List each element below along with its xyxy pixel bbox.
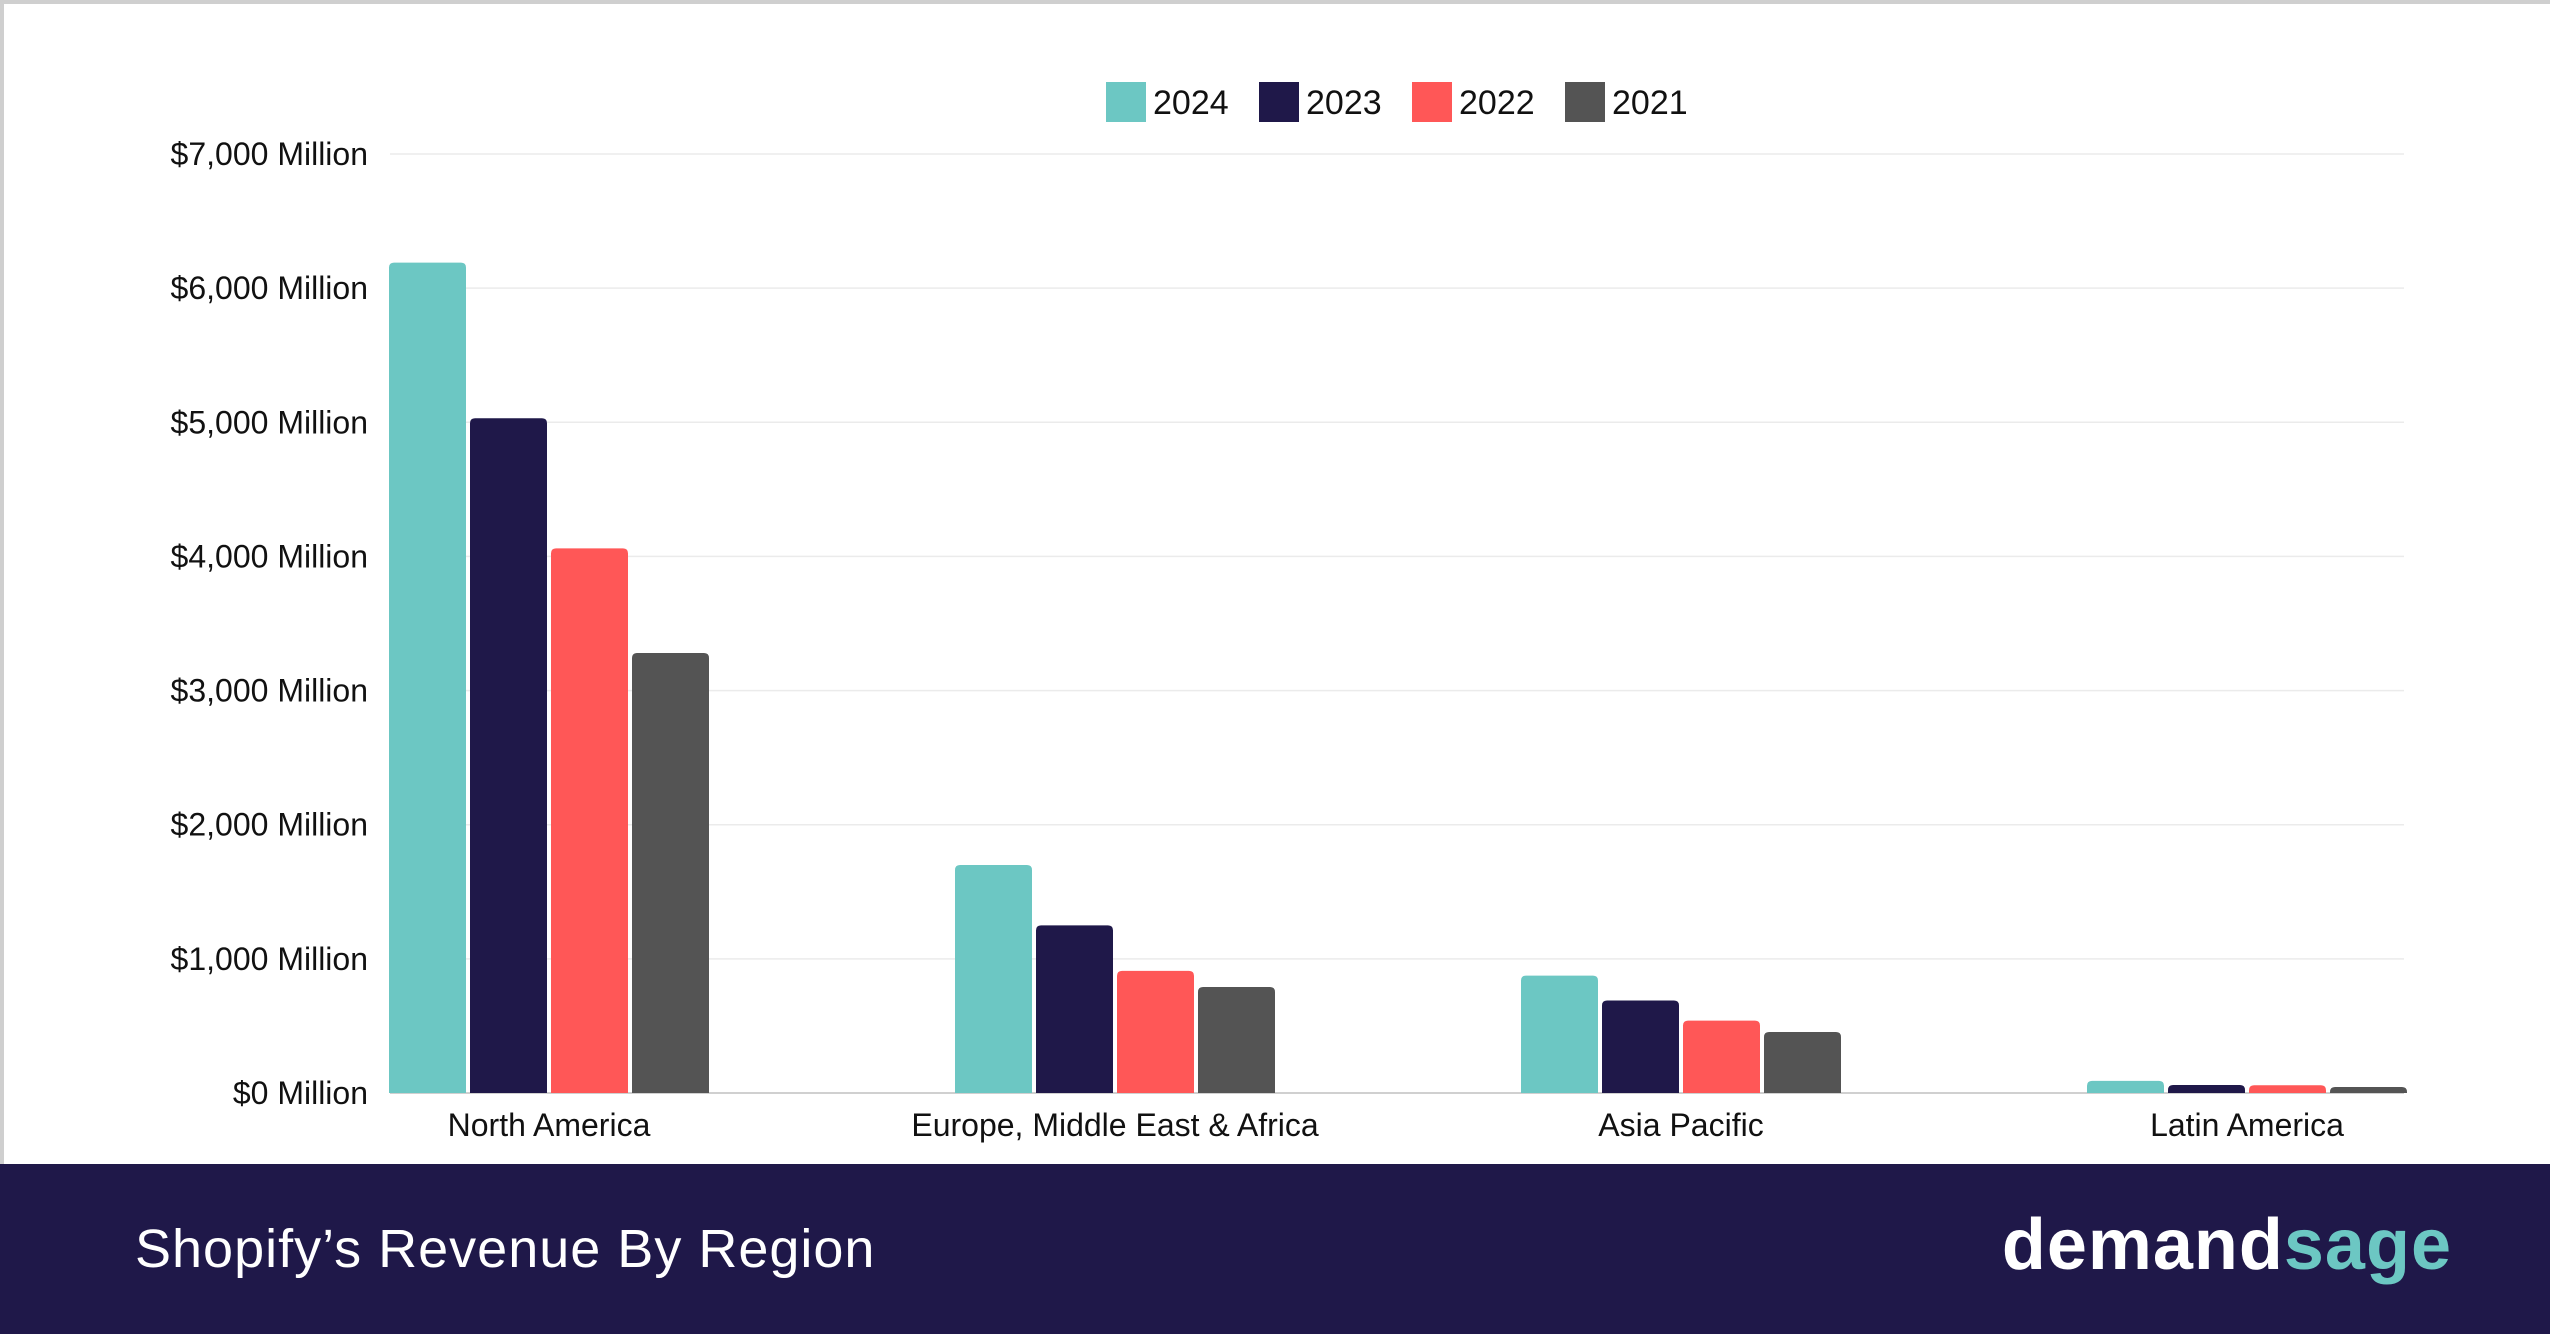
footer-banner: Shopify’s Revenue By Region demandsage [0, 1164, 2550, 1334]
legend-label: 2021 [1612, 84, 1688, 122]
y-tick-label: $5,000 Million [171, 404, 368, 440]
bar-2023 [1036, 925, 1113, 1093]
x-tick-label: Asia Pacific [1598, 1107, 1763, 1143]
legend-swatch-2022 [1412, 82, 1452, 122]
legend-swatch-2023 [1259, 82, 1299, 122]
y-tick-label: $2,000 Million [171, 807, 368, 843]
y-tick-label: $4,000 Million [171, 538, 368, 574]
y-tick-label: $6,000 Million [171, 270, 368, 306]
demandsage-logo: demandsage [2001, 1204, 2452, 1285]
legend-label: 2024 [1153, 84, 1229, 122]
bar-2023 [2168, 1084, 2245, 1093]
bar-2022 [2249, 1085, 2326, 1093]
y-tick-label: $3,000 Million [171, 673, 368, 709]
x-tick-label: Europe, Middle East & Africa [911, 1107, 1319, 1143]
chart-frame: $0 Million $1,000 Million $2,000 Million $3… [0, 0, 2550, 1164]
bar-2021 [1764, 1031, 1841, 1093]
x-tick-label: North America [448, 1107, 651, 1143]
bar-chart: $0 Million $1,000 Million $2,000 Million $3… [171, 82, 2407, 1143]
bar-2024 [955, 864, 1032, 1093]
bar-2021 [1198, 987, 1275, 1093]
bar-2022 [551, 548, 628, 1093]
bar-2021 [632, 653, 709, 1093]
bar-2024 [2087, 1080, 2164, 1093]
bar-2022 [1117, 970, 1194, 1093]
bar-2023 [1602, 1000, 1679, 1093]
legend-swatch-2021 [1565, 82, 1605, 122]
legend-swatch-2024 [1106, 82, 1146, 122]
x-tick-label: Latin America [2150, 1107, 2344, 1143]
y-tick-label: $7,000 Million [171, 136, 368, 172]
bar-2023 [470, 418, 547, 1093]
legend-label: 2022 [1459, 84, 1535, 122]
legend-label: 2023 [1306, 84, 1382, 122]
y-tick-label: $1,000 Million [171, 941, 368, 977]
y-tick-label: $0 Million [233, 1075, 368, 1111]
chart-title: Shopify’s Revenue By Region [135, 1219, 876, 1279]
bar-2024 [1521, 975, 1598, 1093]
bar-2021 [2330, 1086, 2407, 1093]
bar-2022 [1683, 1020, 1760, 1093]
bar-2024 [389, 262, 466, 1093]
